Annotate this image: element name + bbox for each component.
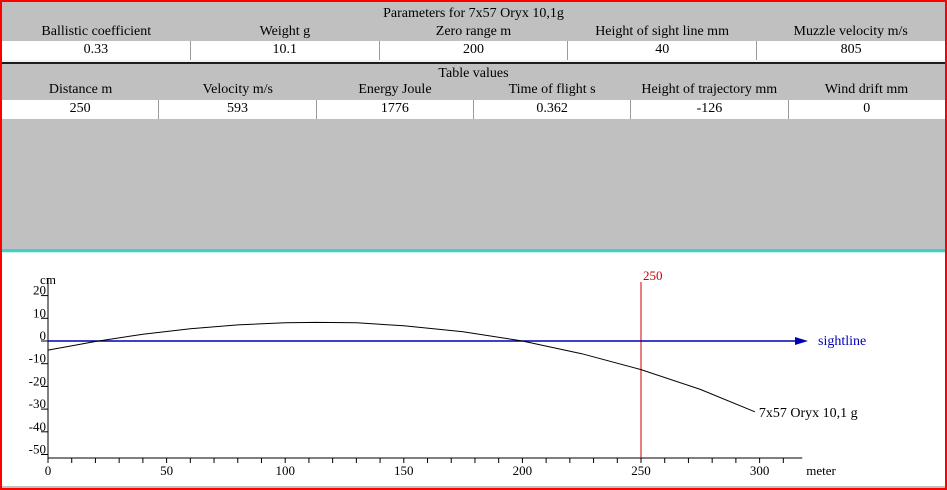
teal-separator-bar <box>2 249 945 253</box>
table-value-cell[interactable]: 593 <box>159 100 317 119</box>
parameter-header: Ballistic coefficient <box>41 24 152 39</box>
table-header: Height of trajectory mm <box>641 82 778 97</box>
y-tick-label: -50 <box>29 442 46 457</box>
table-header: Energy Joule <box>358 82 432 97</box>
trajectory-label: 7x57 Oryx 10,1 g <box>759 406 858 421</box>
y-tick-label: 0 <box>40 328 47 343</box>
y-tick-label: -30 <box>29 396 46 411</box>
table-value-cell[interactable]: 0.362 <box>473 100 632 119</box>
y-tick-label: 20 <box>33 283 46 298</box>
x-tick-label: 150 <box>394 463 414 478</box>
x-tick-label: 0 <box>45 463 52 478</box>
parameter-value-cell[interactable]: 0.33 <box>2 41 191 60</box>
parameter-header: Weight g <box>259 24 311 39</box>
table-header: Distance m <box>48 82 113 97</box>
sightline-arrowhead <box>795 337 808 345</box>
table-header: Time of flight s <box>508 82 596 97</box>
y-tick-label: -40 <box>29 419 46 434</box>
table-value-cell[interactable]: 250 <box>2 100 160 119</box>
trajectory-chart: 20 10 0 -10 -20 -30 -40 -50 cm 0 50 100 150 200 250 300… <box>2 253 945 486</box>
table-value-cell[interactable]: -126 <box>631 100 789 119</box>
y-tick-label: 10 <box>33 305 46 320</box>
y-axis-unit-label: cm <box>40 272 56 287</box>
table-header: Velocity m/s <box>202 82 273 97</box>
table-value-cell[interactable]: 0 <box>788 100 945 119</box>
parameter-value-cell[interactable]: 200 <box>379 41 569 60</box>
x-tick-label: 200 <box>513 463 533 478</box>
section-divider-highlight <box>2 60 945 62</box>
range-marker-label: 250 <box>643 268 663 283</box>
table-values-title: Table values <box>438 66 509 81</box>
parameter-header: Muzzle velocity m/s <box>793 24 908 39</box>
x-tick-label: 50 <box>160 463 173 478</box>
parameter-value-cell[interactable]: 10.1 <box>190 41 380 60</box>
table-header: Wind drift mm <box>824 82 909 97</box>
table-values-header-row: Distance m Velocity m/s Energy Joule Time o… <box>2 82 945 98</box>
parameter-header: Zero range m <box>435 24 512 39</box>
x-tick-label: 300 <box>750 463 770 478</box>
parameters-title: Parameters for 7x57 Oryx 10,1g <box>383 6 564 21</box>
parameter-value-cell[interactable]: 40 <box>568 41 758 60</box>
x-tick-label: 250 <box>631 463 651 478</box>
parameter-header: Height of sight line mm <box>595 24 729 39</box>
parameter-value-cell[interactable]: 805 <box>757 41 945 60</box>
y-tick-label: -10 <box>29 351 46 366</box>
x-axis-unit-label: meter <box>806 463 836 478</box>
section-divider <box>2 62 945 64</box>
parameters-header-row: Ballistic coefficient Weight g Zero range … <box>2 24 945 40</box>
parameters-value-row: 0.33 10.1 200 40 805 <box>2 41 945 60</box>
table-values-value-row: 250 593 1776 0.362 -126 0 <box>2 100 945 119</box>
y-tick-label: -20 <box>29 373 46 388</box>
table-value-cell[interactable]: 1776 <box>316 100 474 119</box>
trajectory-curve <box>47 321 756 413</box>
x-tick-label: 100 <box>275 463 295 478</box>
sightline-label: sightline <box>818 334 866 349</box>
